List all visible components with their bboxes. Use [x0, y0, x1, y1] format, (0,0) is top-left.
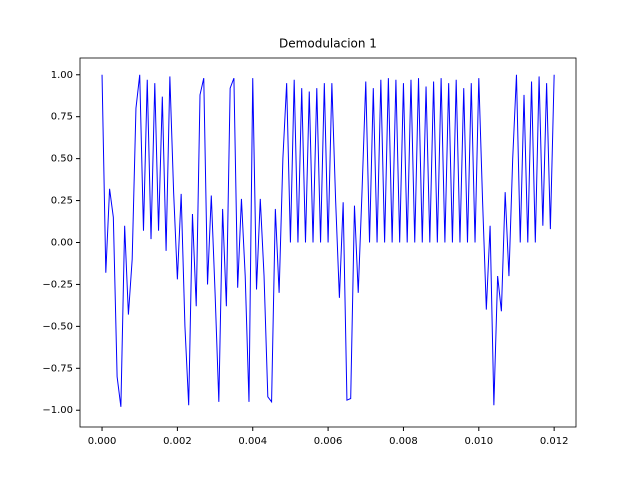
data-line — [101, 74, 555, 407]
y-tick-label: −0.25 — [42, 279, 73, 290]
y-tick-label: −0.75 — [42, 363, 73, 374]
y-tick-label: 0.00 — [51, 238, 73, 249]
y-tick-label: −0.50 — [42, 321, 73, 332]
x-tick-label: 0.012 — [540, 436, 569, 447]
chart-title: Demodulacion 1 — [279, 37, 377, 51]
x-tick-label: 0.004 — [238, 436, 267, 447]
x-tick-label: 0.000 — [88, 436, 117, 447]
y-tick-label: −1.00 — [42, 405, 73, 416]
y-tick-label: 0.50 — [51, 154, 73, 165]
x-tick-label: 0.006 — [314, 436, 343, 447]
plot-frame — [79, 57, 577, 428]
x-tick-label: 0.002 — [163, 436, 192, 447]
x-tick-label: 0.008 — [389, 436, 418, 447]
x-tick-label: 0.010 — [464, 436, 493, 447]
y-tick-label: 0.25 — [51, 196, 73, 207]
y-tick-label: 0.75 — [51, 112, 73, 123]
y-tick-label: 1.00 — [51, 70, 73, 81]
